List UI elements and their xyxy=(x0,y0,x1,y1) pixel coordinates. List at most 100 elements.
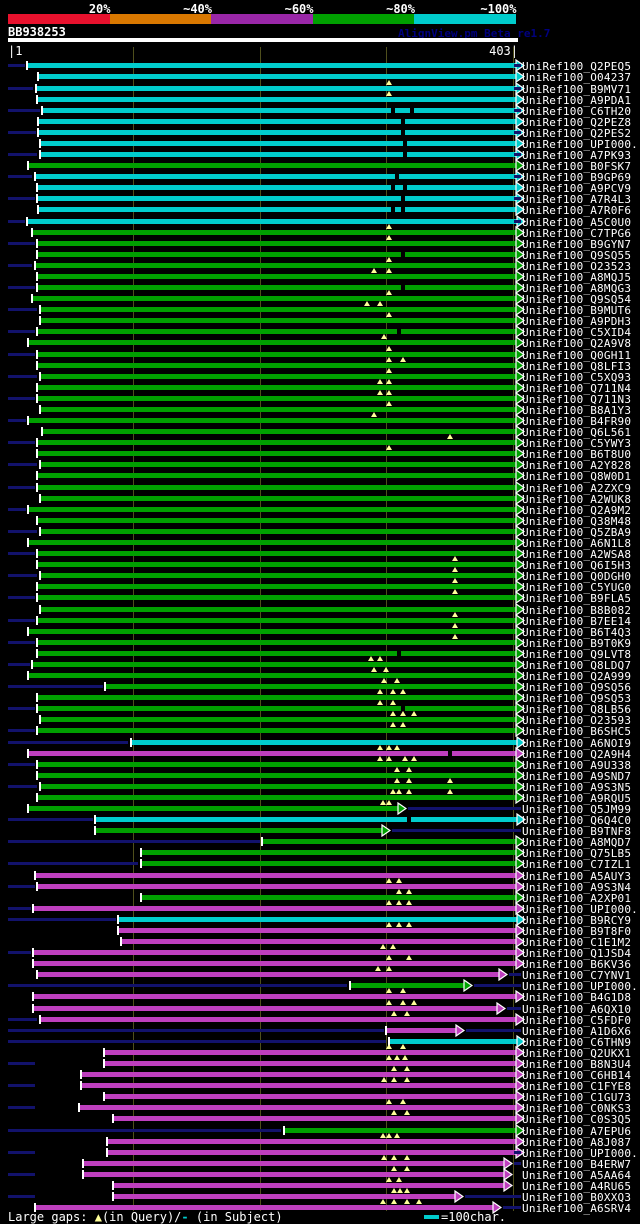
hit-label[interactable]: UniRef100_A1D6X6 xyxy=(522,1024,632,1038)
hit-bar[interactable] xyxy=(33,905,517,911)
hit-bar[interactable] xyxy=(37,473,517,479)
hit-bar[interactable] xyxy=(28,628,517,634)
hit-label[interactable]: UniRef100_Q9SQ54 xyxy=(522,293,632,307)
hit-label[interactable]: UniRef100_B6KV36 xyxy=(522,958,632,972)
hit-label[interactable]: UniRef100_Q2PEQ5 xyxy=(522,60,632,74)
hit-label[interactable]: UniRef100_Q9SQ55 xyxy=(522,248,632,262)
hit-label[interactable]: UniRef100_C1FYE8 xyxy=(522,1080,632,1094)
hit-label[interactable]: UniRef100_Q8W0D1 xyxy=(522,470,632,484)
hit-bar[interactable] xyxy=(104,1049,517,1055)
hit-label[interactable]: UniRef100_O23593 xyxy=(522,714,632,728)
hit-label[interactable]: UniRef100_Q2A999 xyxy=(522,670,632,683)
hit-bar[interactable] xyxy=(39,573,517,579)
hit-bar[interactable] xyxy=(39,152,517,157)
hit-label[interactable]: UniRef100_Q5ZBA9 xyxy=(522,525,632,539)
hit-bar[interactable] xyxy=(28,673,517,678)
hit-bar[interactable] xyxy=(39,495,517,501)
hit-bar[interactable] xyxy=(35,85,517,91)
hit-bar[interactable] xyxy=(39,406,517,412)
hit-label[interactable]: UniRef100_UPI000.. xyxy=(522,980,640,994)
hit-bar[interactable] xyxy=(37,240,517,246)
hit-bar[interactable] xyxy=(39,307,517,313)
hit-label[interactable]: UniRef100_C5FDF0 xyxy=(522,1013,632,1027)
hit-bar[interactable] xyxy=(37,395,517,401)
hit-label[interactable]: UniRef100_A9S3N5 xyxy=(522,780,632,794)
hit-label[interactable]: UniRef100_A9U338 xyxy=(522,758,632,772)
hit-label[interactable]: UniRef100_A2ZXC9 xyxy=(522,481,632,495)
hit-label[interactable]: UniRef100_A6NOI9 xyxy=(522,736,632,750)
hit-bar[interactable] xyxy=(33,994,517,1000)
hit-bar[interactable] xyxy=(106,1138,517,1144)
hit-bar[interactable] xyxy=(38,118,517,124)
hit-bar[interactable] xyxy=(37,517,517,523)
hit-bar[interactable] xyxy=(118,916,518,922)
hit-label[interactable]: UniRef100_A2Y828 xyxy=(522,459,632,473)
hit-bar[interactable] xyxy=(37,761,517,767)
hit-label[interactable]: UniRef100_A6QX10 xyxy=(522,1002,632,1016)
hit-label[interactable]: UniRef100_B9T8F0 xyxy=(522,924,632,938)
hit-bar[interactable] xyxy=(37,706,517,712)
hit-bar[interactable] xyxy=(37,551,517,556)
hit-bar[interactable] xyxy=(33,1005,498,1011)
hit-label[interactable]: UniRef100_Q2A9M2 xyxy=(522,503,632,517)
hit-label[interactable]: UniRef100_Q8LFI3 xyxy=(522,359,632,373)
hit-bar[interactable] xyxy=(37,595,517,601)
hit-bar[interactable] xyxy=(39,1016,517,1022)
hit-bar[interactable] xyxy=(386,1027,458,1033)
hit-label[interactable]: UniRef100_B0XXQ3 xyxy=(522,1191,632,1204)
hit-label[interactable]: UniRef100_Q2PES2 xyxy=(522,126,632,140)
hit-label[interactable]: UniRef100_A8MQG3 xyxy=(522,282,632,295)
hit-bar[interactable] xyxy=(37,584,517,590)
hit-label[interactable]: UniRef100_B9MV71 xyxy=(522,82,632,96)
hit-bar[interactable] xyxy=(28,806,399,811)
hit-label[interactable]: UniRef100_A8MQD7 xyxy=(522,836,632,850)
hit-label[interactable]: UniRef100_Q2PEZ8 xyxy=(522,115,632,129)
hit-bar[interactable] xyxy=(39,373,517,379)
hit-label[interactable]: UniRef100_Q2A9H4 xyxy=(522,747,632,761)
hit-bar[interactable] xyxy=(32,661,517,667)
hit-label[interactable]: UniRef100_A9S3N4 xyxy=(522,880,632,894)
hit-label[interactable]: UniRef100_A2WUK8 xyxy=(522,492,632,506)
hit-label[interactable]: UniRef100_O04237 xyxy=(522,71,632,85)
hit-label[interactable]: UniRef100_Q711N3 xyxy=(522,392,632,406)
hit-label[interactable]: UniRef100_C7YNV1 xyxy=(522,969,632,983)
hit-label[interactable]: UniRef100_C0NKS3 xyxy=(522,1102,632,1116)
hit-bar[interactable] xyxy=(37,883,517,889)
hit-bar[interactable] xyxy=(81,1072,517,1077)
hit-bar[interactable] xyxy=(37,362,517,368)
hit-label[interactable]: UniRef100_Q2UKX1 xyxy=(522,1046,632,1060)
hit-label[interactable]: UniRef100_A9RQU5 xyxy=(522,791,632,805)
hit-label[interactable]: UniRef100_Q38M48 xyxy=(522,514,632,528)
hit-bar[interactable] xyxy=(113,1116,517,1122)
hit-label[interactable]: UniRef100_A4RU65 xyxy=(522,1179,632,1193)
hit-label[interactable]: UniRef100_Q9SQ53 xyxy=(522,692,632,706)
hit-label[interactable]: UniRef100_Q6I5H3 xyxy=(522,559,632,573)
hit-label[interactable]: UniRef100_A2XP01 xyxy=(522,891,632,905)
hit-bar[interactable] xyxy=(39,528,517,534)
hit-label[interactable]: UniRef100_B9GYN7 xyxy=(522,237,632,251)
hit-bar[interactable] xyxy=(120,939,517,944)
hit-label[interactable]: UniRef100_B9T0K9 xyxy=(522,636,632,650)
hit-bar[interactable] xyxy=(28,540,517,545)
hit-label[interactable]: UniRef100_A7EPU6 xyxy=(522,1124,632,1138)
hit-label[interactable]: UniRef100_B9RCY9 xyxy=(522,913,632,927)
hit-label[interactable]: UniRef100_A7PK93 xyxy=(522,149,632,162)
hit-bar[interactable] xyxy=(28,506,517,512)
hit-label[interactable]: UniRef100_Q711N4 xyxy=(522,381,632,395)
hit-label[interactable]: UniRef100_A9PCV9 xyxy=(522,182,632,196)
hit-bar[interactable] xyxy=(37,562,517,568)
hit-bar[interactable] xyxy=(130,739,518,745)
hit-bar[interactable] xyxy=(81,1083,517,1089)
hit-bar[interactable] xyxy=(104,1061,517,1066)
hit-bar[interactable] xyxy=(104,1094,517,1100)
hit-label[interactable]: UniRef100_B4ERW7 xyxy=(522,1157,632,1171)
hit-label[interactable]: UniRef100_C0S3Q5 xyxy=(522,1113,632,1127)
hit-label[interactable]: UniRef100_UPI000.. xyxy=(522,137,640,151)
hit-bar[interactable] xyxy=(28,750,517,756)
hit-label[interactable]: UniRef100_B9FLA5 xyxy=(522,592,632,606)
hit-label[interactable]: UniRef100_C7IZL1 xyxy=(522,858,632,872)
hit-label[interactable]: UniRef100_C6TH20 xyxy=(522,104,632,118)
hit-bar[interactable] xyxy=(37,695,517,701)
hit-bar[interactable] xyxy=(33,961,517,967)
hit-label[interactable]: UniRef100_C5YWY3 xyxy=(522,437,632,451)
